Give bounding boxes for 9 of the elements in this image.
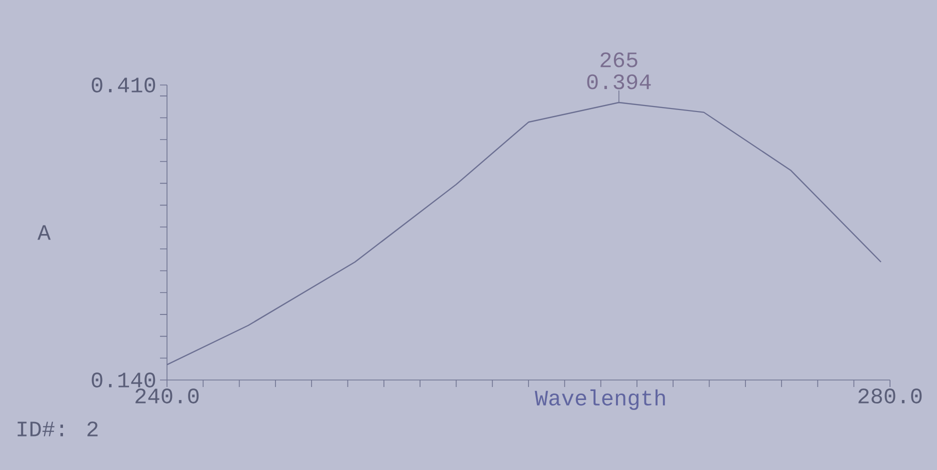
text: ID#: 2	[18, 422, 98, 436]
x-axis-title: Wavelength	[534, 389, 665, 410]
annotation: 265	[600, 52, 638, 68]
y-tick-label: 0.140	[92, 372, 156, 388]
x-tick-label: 240.0	[136, 388, 199, 404]
annotation: 0.394	[587, 74, 651, 90]
y-tick-label: 0.410	[92, 78, 156, 92]
y-axis-title: A	[37, 225, 51, 240]
x-tick-label: 280.0	[858, 388, 922, 404]
